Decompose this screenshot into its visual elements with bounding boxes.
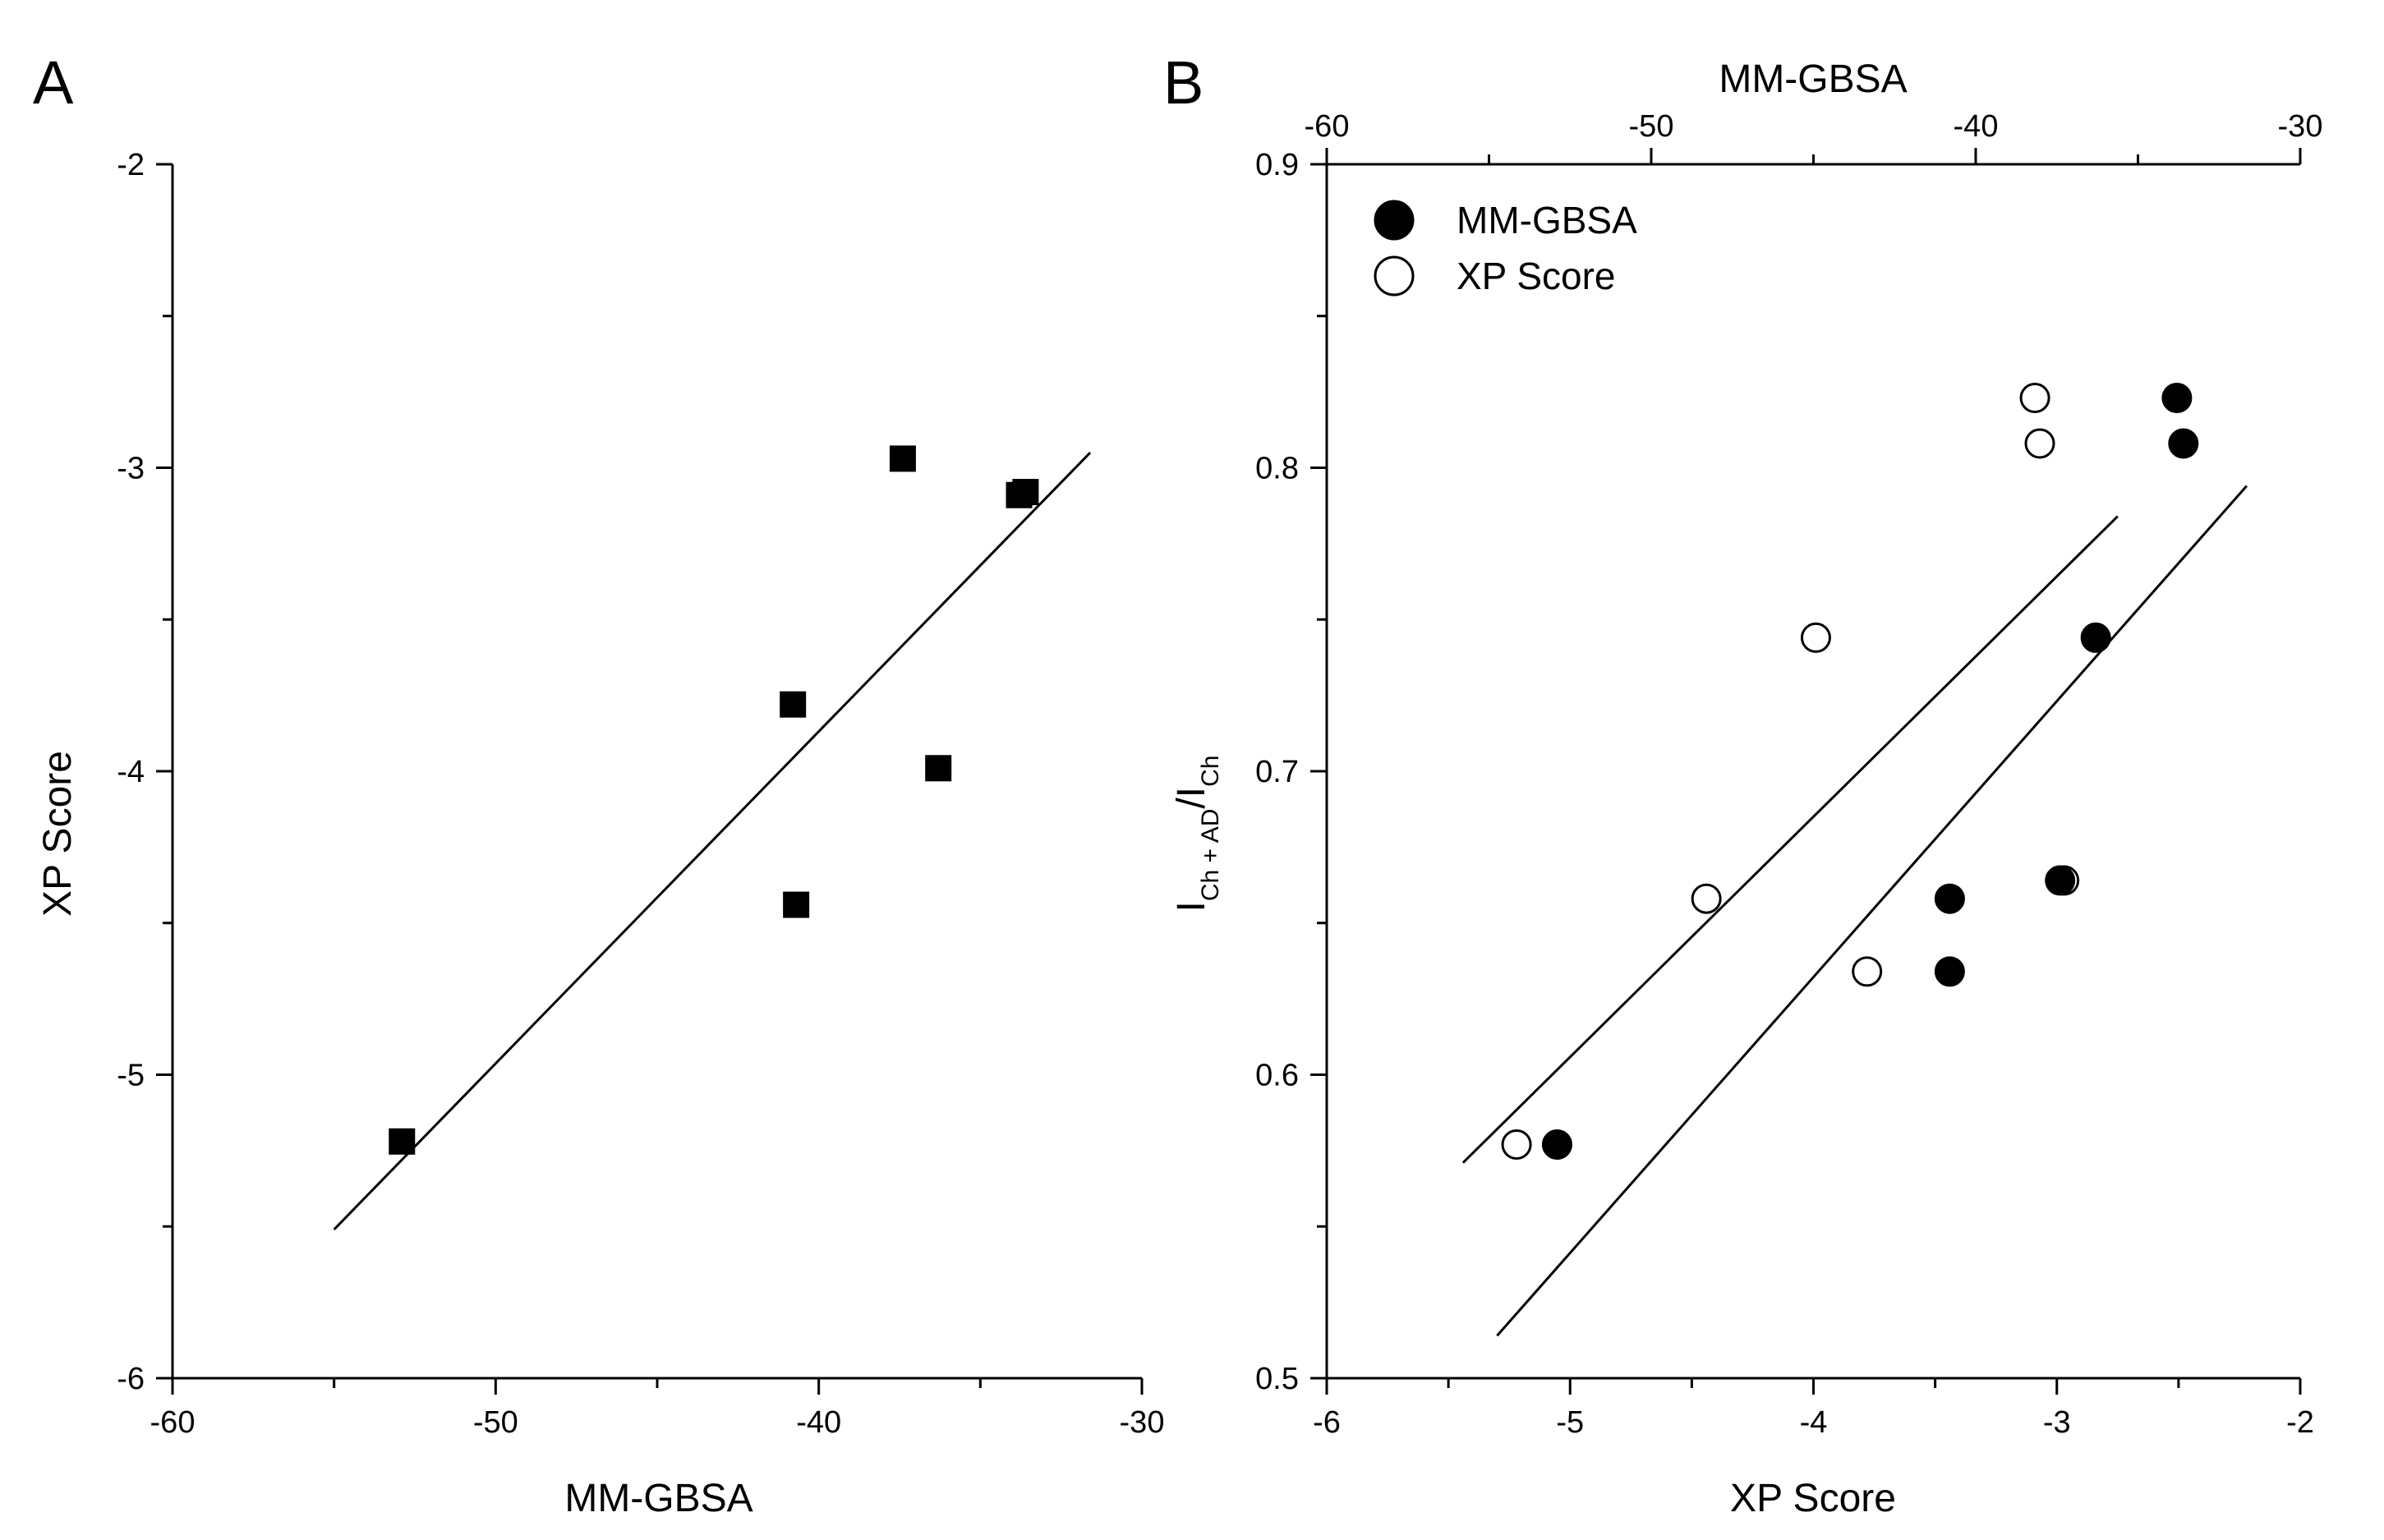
- panel-a-point: [1012, 479, 1039, 506]
- panel-b-top-tick-label: -30: [2278, 109, 2323, 144]
- xp-score-point: [1501, 1129, 1532, 1160]
- panel-b-fit-line: [1496, 485, 2248, 1337]
- panel-b-fit-lines: [1461, 485, 2248, 1337]
- y-title-sub1: Ch + AD: [1197, 809, 1224, 902]
- panel-b-fit-line: [1461, 515, 2119, 1164]
- y-title-mid: /I: [1170, 787, 1213, 809]
- mm-gbsa-point: [2168, 428, 2199, 459]
- panel-a: A -60 -50 -40 -30 -6 -5 -4 -3 -2 MM-GBSA XP Scor…: [33, 48, 1164, 1520]
- panel-a-x-tick-label: -40: [796, 1405, 841, 1440]
- y-title-sub2: Ch: [1197, 756, 1224, 787]
- panel-b-axes: -6 -5 -4 -3 -2 -60 -50 -40 -30 0.5 0.6 0.7 0.8 0.9: [1255, 109, 2322, 1440]
- xp-score-point: [2024, 428, 2055, 459]
- panel-a-x-tick-label: -30: [1120, 1405, 1165, 1440]
- mm-gbsa-point: [2161, 383, 2193, 414]
- panel-b: B -6 -5 -4 -3 -2-60 -50 -40 -300.50.60.70.80.9 …: [1163, 48, 2322, 1520]
- panel-a-fit-lines: [333, 451, 1092, 1230]
- y-title-main: I: [1170, 901, 1213, 912]
- panel-b-top-tick-label: -60: [1305, 109, 1350, 144]
- panel-a-y-tick-label: -6: [117, 1362, 145, 1396]
- panel-b-y-tick-label: 0.8: [1255, 452, 1299, 486]
- legend-label: XP Score: [1457, 255, 1615, 297]
- panel-a-fit-line: [333, 451, 1092, 1230]
- panel-b-x-tick-label: -2: [2286, 1405, 2314, 1440]
- panel-b-x-tick-label: -3: [2043, 1405, 2071, 1440]
- panel-a-y-axis-title: XP Score: [36, 751, 80, 917]
- panel-b-y-tick-label: 0.6: [1255, 1059, 1299, 1093]
- panel-b-x-tick-label: -4: [1800, 1405, 1828, 1440]
- panel-a-point: [925, 755, 952, 782]
- panel-a-y-tick-label: -3: [117, 452, 145, 486]
- panel-a-point: [780, 691, 807, 718]
- panel-b-letter: B: [1163, 48, 1204, 117]
- panel-b-y-tick-label: 0.5: [1255, 1362, 1299, 1396]
- panel-b-points: [1501, 383, 2199, 1160]
- panel-a-axes: -60 -50 -40 -30 -6 -5 -4 -3 -2: [117, 148, 1164, 1440]
- legend: MM-GBSA XP Score: [1374, 199, 1637, 297]
- xp-score-point: [1800, 622, 1831, 653]
- mm-gbsa-point: [1934, 883, 1965, 914]
- legend-mm-gbsa-marker: [1374, 200, 1415, 241]
- mm-gbsa-point: [2080, 622, 2111, 653]
- panel-a-y-tick-label: -4: [117, 755, 145, 789]
- panel-b-y-tick-label: 0.9: [1255, 148, 1299, 182]
- panel-b-x-tick-label: -6: [1313, 1405, 1341, 1440]
- panel-b-x-tick-label: -5: [1556, 1405, 1584, 1440]
- panel-b-top-tick-label: -40: [1954, 109, 1999, 144]
- xp-score-point: [1852, 956, 1883, 987]
- legend-label: MM-GBSA: [1457, 199, 1637, 241]
- panel-a-point: [389, 1128, 416, 1155]
- panel-b-top-axis-title: MM-GBSA: [1719, 57, 1907, 101]
- panel-a-x-tick-label: -50: [473, 1405, 518, 1440]
- panel-a-point: [889, 445, 916, 472]
- panel-a-point: [783, 891, 810, 918]
- panel-b-x-axis-title: XP Score: [1730, 1477, 1896, 1520]
- panel-b-y-tick-label: 0.7: [1255, 755, 1299, 789]
- legend-xp-score-marker: [1374, 255, 1415, 297]
- mm-gbsa-point: [1541, 1129, 1572, 1160]
- panel-a-x-axis-title: MM-GBSA: [564, 1477, 752, 1520]
- panel-a-points: [389, 445, 1039, 1155]
- panel-a-y-tick-label: -2: [117, 148, 145, 182]
- panel-a-x-tick-label: -60: [150, 1405, 196, 1440]
- xp-score-point: [1691, 883, 1722, 914]
- panel-a-y-tick-label: -5: [117, 1059, 145, 1093]
- mm-gbsa-point: [2045, 865, 2076, 896]
- panel-b-y-axis-title: ICh + AD/ICh: [1170, 756, 1224, 913]
- mm-gbsa-point: [1934, 956, 1965, 987]
- panel-a-letter: A: [33, 48, 74, 117]
- panel-b-top-tick-label: -50: [1629, 109, 1674, 144]
- xp-score-point: [2019, 383, 2050, 414]
